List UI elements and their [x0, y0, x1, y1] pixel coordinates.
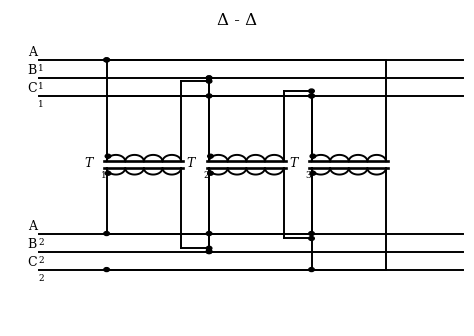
Text: 1: 1 [38, 64, 44, 73]
Circle shape [309, 237, 314, 241]
Circle shape [105, 154, 111, 158]
Circle shape [208, 154, 213, 158]
Text: T: T [187, 157, 195, 170]
Circle shape [104, 58, 109, 62]
Text: 3: 3 [305, 171, 311, 180]
Text: T: T [84, 157, 92, 170]
Text: A: A [28, 46, 37, 59]
Circle shape [309, 232, 314, 236]
Text: 2: 2 [38, 238, 44, 247]
Circle shape [310, 171, 316, 175]
Circle shape [309, 94, 314, 98]
Text: 2: 2 [203, 171, 209, 180]
Circle shape [206, 250, 212, 254]
Circle shape [206, 76, 212, 80]
Circle shape [206, 250, 212, 254]
Circle shape [309, 94, 314, 98]
Text: A: A [28, 219, 37, 233]
Text: B: B [27, 238, 37, 251]
Text: 1: 1 [38, 82, 44, 91]
Circle shape [105, 171, 111, 175]
Text: 2: 2 [38, 274, 44, 283]
Circle shape [104, 267, 109, 271]
Text: C: C [27, 82, 37, 95]
Circle shape [206, 76, 212, 80]
Circle shape [206, 232, 212, 236]
Circle shape [206, 246, 212, 250]
Circle shape [104, 58, 109, 62]
Text: 1: 1 [38, 100, 44, 109]
Text: T: T [289, 157, 298, 170]
Circle shape [206, 94, 212, 98]
Text: 2: 2 [38, 256, 44, 265]
Circle shape [310, 154, 316, 158]
Circle shape [309, 267, 314, 271]
Circle shape [104, 232, 109, 236]
Text: C: C [27, 256, 37, 268]
Circle shape [208, 171, 213, 175]
Text: Δ - Δ: Δ - Δ [217, 12, 257, 29]
Text: B: B [27, 64, 37, 77]
Circle shape [206, 79, 212, 83]
Circle shape [309, 89, 314, 93]
Text: 1: 1 [100, 171, 106, 180]
